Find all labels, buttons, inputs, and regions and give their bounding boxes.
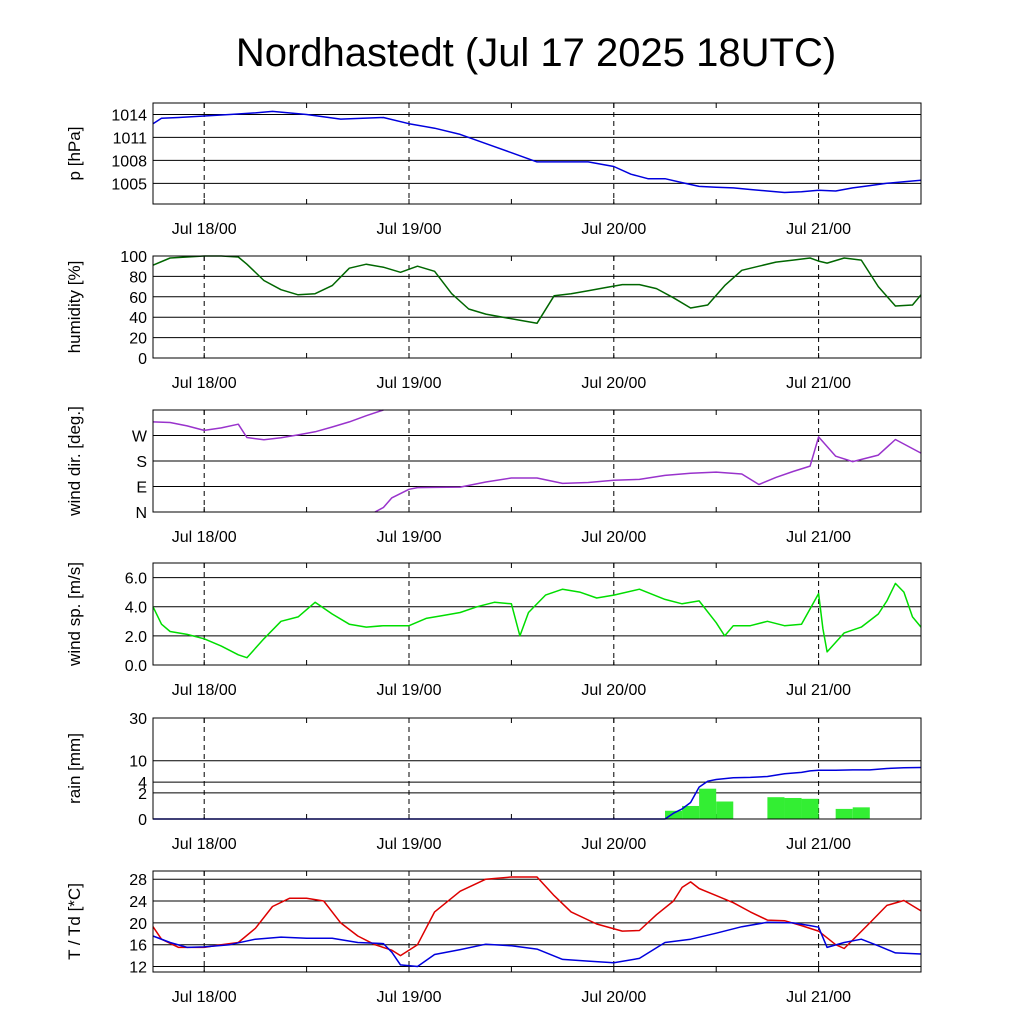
- x-tick-label: Jul 20/00: [581, 529, 646, 546]
- y-tick-label: 20: [129, 916, 147, 933]
- panel-pressure: 1005 1008 1011 1014 Jul 18/00 Jul 19/00 Jul 20…: [65, 102, 922, 238]
- x-tick-label: Jul 21/00: [786, 529, 851, 546]
- y-tick-label: 1011: [113, 130, 148, 147]
- x-tick-label: Jul 19/00: [377, 221, 442, 238]
- x-tick-label: Jul 20/00: [581, 682, 646, 699]
- rain-bar: [716, 801, 734, 819]
- rain-bar: [852, 807, 870, 819]
- panel-frame: [152, 255, 922, 359]
- x-tick-label: Jul 19/00: [377, 375, 442, 392]
- x-tick-label: Jul 20/00: [581, 989, 646, 1006]
- wind_speed-series-line: [152, 582, 922, 659]
- rain-bar: [682, 805, 700, 819]
- y-tick-label: 28: [129, 872, 147, 889]
- y-tick-label: 60: [129, 290, 147, 307]
- rain-bar: [665, 810, 683, 819]
- y-tick-label: 4: [138, 775, 147, 792]
- panel-frame: [152, 870, 922, 973]
- wind_dir-series-line: [374, 436, 922, 513]
- chart-title: Nordhastedt (Jul 17 2025 18UTC): [236, 31, 836, 75]
- x-tick-label: Jul 21/00: [786, 836, 851, 853]
- y-tick-label: E: [136, 480, 147, 497]
- y-tick-label: 1005: [111, 176, 147, 193]
- x-tick-label: Jul 19/00: [377, 682, 442, 699]
- y-axis-label: humidity [%]: [65, 261, 84, 354]
- y-tick-label: 0.0: [125, 658, 147, 675]
- y-tick-label: 12: [129, 960, 147, 977]
- y-tick-label: 100: [120, 249, 147, 266]
- y-axis-label: wind sp. [m/s]: [65, 562, 84, 667]
- panel-rain: 0 24 10 30 Jul 18/00 Jul 19/00 Jul 20/00 Jul 21…: [65, 711, 922, 853]
- y-tick-label: 16: [129, 938, 147, 955]
- x-tick-label: Jul 20/00: [581, 221, 646, 238]
- y-tick-label: 6.0: [125, 571, 147, 588]
- pressure-series-line: [152, 110, 922, 194]
- y-axis-label: p [hPa]: [65, 127, 84, 181]
- x-tick-label: Jul 21/00: [786, 989, 851, 1006]
- rain-series-line: [153, 766, 922, 820]
- humidity-series-line: [152, 255, 922, 325]
- y-tick-label: S: [136, 454, 147, 471]
- x-tick-label: Jul 18/00: [172, 221, 237, 238]
- y-tick-label: W: [132, 429, 148, 446]
- x-tick-label: Jul 20/00: [581, 836, 646, 853]
- y-tick-label: 24: [129, 894, 147, 911]
- y-axis-label: rain [mm]: [65, 733, 84, 804]
- x-tick-label: Jul 19/00: [377, 989, 442, 1006]
- y-tick-label: N: [135, 505, 147, 522]
- temperature-series-line: [152, 921, 922, 968]
- x-tick-label: Jul 21/00: [786, 375, 851, 392]
- y-tick-label: 80: [129, 269, 147, 286]
- panel-temperature: 12 16 20 24 28 Jul 18/00 Jul 19/00 Jul 20/00 Jul…: [65, 870, 922, 1006]
- rain-bar: [767, 797, 785, 819]
- panel-frame: [152, 562, 922, 666]
- y-axis-label: wind dir. [deg.]: [65, 406, 84, 517]
- rain-bar: [801, 798, 819, 819]
- y-tick-label: 40: [129, 310, 147, 327]
- meteogram-panels: 1005 1008 1011 1014 Jul 18/00 Jul 19/00 Jul 20…: [65, 102, 922, 1006]
- y-axis-label: T / Td [*C]: [65, 883, 84, 960]
- panel-frame: [152, 409, 922, 513]
- panel-wind_speed: 0.0 2.0 4.0 6.0 Jul 18/00 Jul 19/00 Jul 20/00 J…: [65, 562, 922, 699]
- x-tick-label: Jul 21/00: [786, 682, 851, 699]
- y-tick-label: 0: [138, 351, 147, 368]
- x-tick-label: Jul 18/00: [172, 682, 237, 699]
- y-tick-label: 4.0: [125, 600, 147, 617]
- x-tick-label: Jul 21/00: [786, 221, 851, 238]
- panel-frame: [152, 102, 922, 205]
- x-tick-label: Jul 20/00: [581, 375, 646, 392]
- y-tick-label: 10: [129, 754, 147, 771]
- y-tick-label: 30: [129, 711, 147, 728]
- temperature-series-line: [152, 876, 922, 957]
- y-tick-label: 2.0: [125, 629, 147, 646]
- rain-bar: [699, 788, 717, 819]
- x-tick-label: Jul 18/00: [172, 836, 237, 853]
- panel-frame: [152, 717, 922, 820]
- y-tick-label: 2: [138, 786, 147, 803]
- x-tick-label: Jul 19/00: [377, 836, 442, 853]
- rain-bar: [835, 808, 853, 819]
- x-tick-label: Jul 18/00: [172, 529, 237, 546]
- y-tick-label: 20: [129, 331, 147, 348]
- panel-humidity: 0 20 40 60 80 100 Jul 18/00 Jul 19/00 Jul 20/00 J…: [65, 249, 922, 392]
- y-tick-label: 1014: [111, 107, 147, 124]
- x-tick-label: Jul 19/00: [377, 529, 442, 546]
- wind_dir-series-line: [152, 409, 384, 441]
- y-tick-label: 0: [138, 812, 147, 829]
- y-tick-label: 1008: [111, 153, 147, 170]
- x-tick-label: Jul 18/00: [172, 375, 237, 392]
- x-tick-label: Jul 18/00: [172, 989, 237, 1006]
- rain-bar: [784, 797, 802, 819]
